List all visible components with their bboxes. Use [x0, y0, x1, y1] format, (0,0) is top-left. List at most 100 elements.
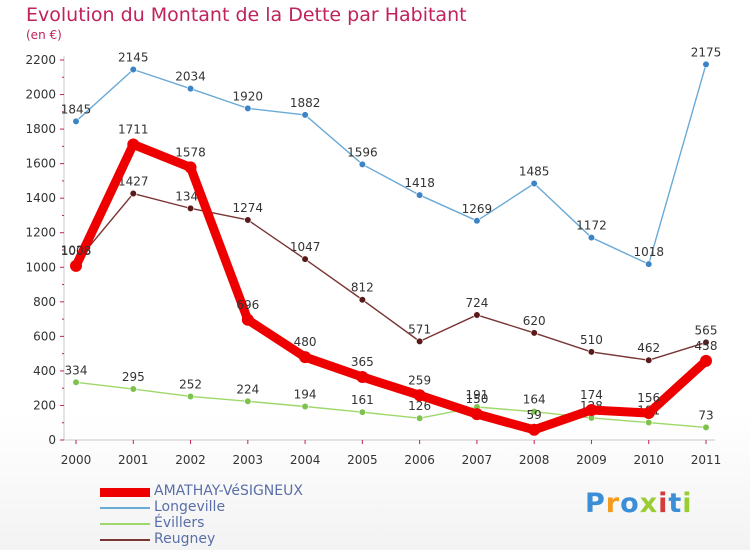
data-label: 1596: [347, 145, 378, 159]
legend-item-amathay-v-signeux: AMATHAY-VéSIGNEUX: [100, 483, 400, 500]
data-point: [301, 255, 309, 263]
x-tick-label: 2010: [633, 453, 664, 467]
x-tick-label: 2009: [576, 453, 607, 467]
data-label: 161: [351, 393, 374, 407]
y-tick-label: 600: [33, 329, 56, 343]
series-reugney: 1028142713411274104781257172462051046256…: [61, 175, 717, 364]
logo-letter: x: [639, 488, 659, 519]
y-tick-label: 1000: [25, 260, 56, 274]
y-tick-label: 1200: [25, 226, 56, 240]
data-point: [587, 233, 596, 242]
data-label: 1269: [462, 202, 493, 216]
data-point: [70, 259, 82, 272]
data-label: 1018: [633, 245, 664, 259]
data-point: [186, 85, 195, 93]
x-tick-label: 2008: [519, 453, 550, 467]
data-point: [470, 408, 483, 421]
data-point: [129, 65, 137, 74]
data-label: 1485: [519, 165, 550, 179]
data-label: 1845: [61, 102, 92, 116]
data-point: [530, 179, 538, 188]
series-longeville: 1845 2145 2034 1920 1882 1596 1418 1269 1485 1172…: [61, 45, 721, 268]
data-point: [473, 217, 481, 225]
data-label: 126: [408, 399, 431, 413]
data-point: [299, 351, 312, 364]
data-point: [244, 216, 252, 224]
data-label: 73: [698, 408, 713, 422]
data-label: 164: [523, 393, 546, 407]
data-point: [72, 117, 80, 125]
data-label: 1578: [175, 145, 206, 159]
data-point: [587, 348, 596, 356]
data-label: 510: [580, 333, 603, 347]
data-label: 259: [408, 373, 431, 387]
legend-swatch: [100, 523, 150, 525]
data-point: [244, 397, 252, 405]
proxiti-logo: Proxiti: [585, 488, 693, 519]
data-label: 1711: [118, 122, 149, 136]
legend-label: Longeville: [154, 499, 226, 515]
data-label: 156: [637, 391, 660, 405]
data-point: [184, 161, 197, 174]
x-tick-label: 2001: [118, 453, 149, 467]
data-label: 365: [351, 355, 374, 369]
data-label: 2145: [118, 51, 149, 65]
series-amathay-v-signeux: 1008 1711 1578 696 480 365 259 150 59 174 156 458: [61, 122, 718, 436]
series-line: [75, 63, 707, 265]
y-tick-label: 200: [33, 398, 56, 412]
chart-legend: AMATHAY-VéSIGNEUX Longeville Évillers Reugn…: [100, 483, 400, 548]
data-label: 295: [122, 370, 145, 384]
y-tick-label: 0: [48, 433, 56, 447]
data-label: 1274: [233, 201, 264, 215]
data-label: 1882: [290, 96, 321, 110]
data-point: [358, 296, 366, 304]
data-point: [301, 402, 309, 411]
series-line: [71, 139, 711, 435]
y-tick-label: 800: [33, 295, 56, 309]
x-tick-label: 2003: [233, 453, 264, 467]
chart-title: Evolution du Montant de la Dette par Hab…: [26, 4, 467, 26]
data-point: [356, 370, 369, 383]
legend-label: Reugney: [154, 531, 216, 547]
data-point: [530, 408, 538, 416]
data-label: 1418: [404, 176, 435, 190]
data-point: [473, 311, 481, 319]
data-label: 2034: [175, 70, 206, 84]
data-point: [585, 403, 598, 416]
data-point: [416, 337, 424, 345]
legend-swatch: [100, 507, 150, 509]
y-tick-label: 2000: [25, 88, 56, 102]
data-label: 462: [637, 341, 660, 355]
y-tick-label: 400: [33, 364, 56, 378]
data-label: 150: [465, 392, 488, 406]
data-point: [645, 260, 653, 268]
data-label: 458: [695, 339, 718, 353]
logo-letter: o: [620, 488, 640, 519]
data-label: 1920: [233, 89, 264, 103]
x-tick-label: 2004: [290, 453, 321, 467]
chart-subtitle: (en €): [26, 28, 62, 42]
legend-item-reugney: Reugney: [100, 531, 400, 548]
legend-item-longeville: Longeville: [100, 499, 400, 516]
legend-label: AMATHAY-VéSIGNEUX: [154, 483, 303, 499]
y-tick-label: 2200: [25, 53, 56, 67]
series-line: [75, 192, 707, 361]
x-tick-label: 2005: [347, 453, 378, 467]
line-chart: 0 200 400 600 800 1000 1200 1400 1600 1800 2000 220…: [25, 45, 722, 467]
data-point: [700, 354, 712, 367]
series-line: [75, 381, 707, 429]
data-point: [645, 356, 653, 364]
data-point: [244, 104, 252, 112]
x-tick-label: 2011: [691, 453, 722, 467]
data-point: [186, 392, 195, 401]
data-point: [358, 408, 366, 416]
data-point: [413, 389, 426, 402]
data-point: [186, 204, 195, 212]
y-tick-label: 1800: [25, 122, 56, 136]
logo-letter: P: [585, 488, 606, 519]
data-label: 620: [523, 314, 546, 328]
data-label: 1008: [61, 244, 92, 258]
data-point: [702, 338, 710, 347]
data-point: [416, 191, 424, 199]
